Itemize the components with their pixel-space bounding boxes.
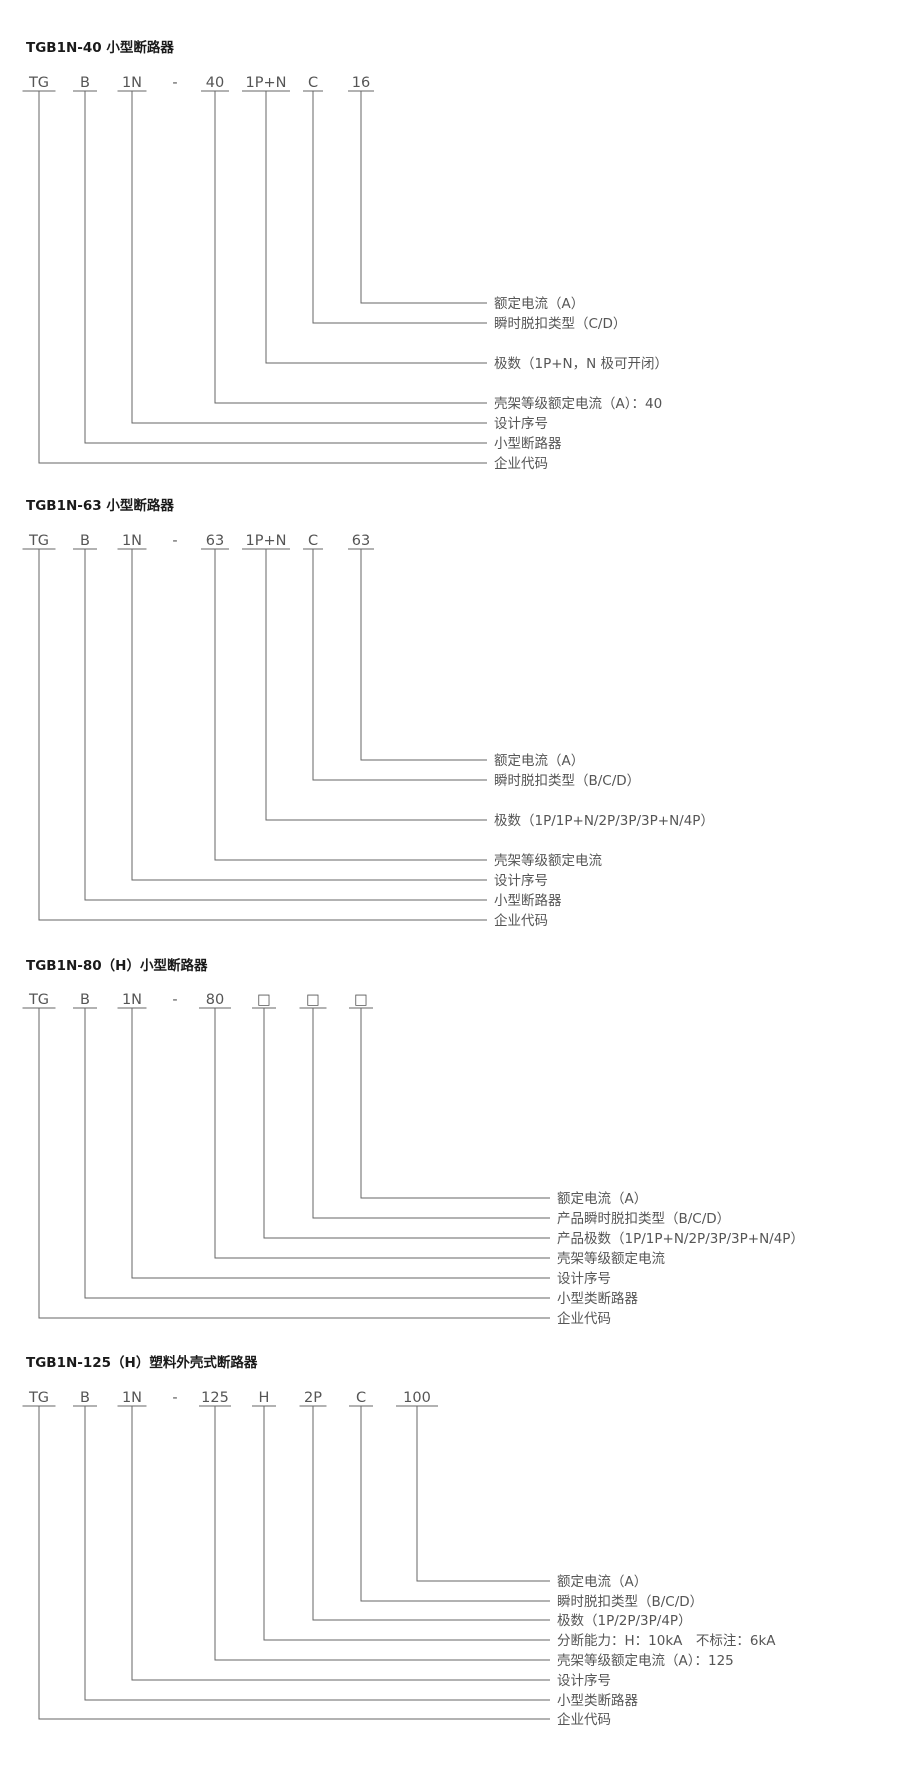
code-label: 小型类断路器 — [557, 1693, 638, 1709]
code-segment: 1N — [122, 533, 142, 549]
code-segment: 1P+N — [246, 75, 287, 91]
code-segment: □ — [354, 992, 368, 1008]
leader-line — [131, 549, 487, 881]
code-label: 壳架等级额定电流（A）：125 — [557, 1652, 734, 1669]
leader-line — [312, 549, 487, 781]
leader-line — [360, 1406, 550, 1602]
code-label: 额定电流（A） — [557, 1191, 647, 1207]
leader-line — [312, 1406, 550, 1621]
code-segment: 80 — [206, 992, 224, 1008]
code-label: 小型断路器 — [494, 893, 562, 909]
code-label: 企业代码 — [557, 1310, 611, 1327]
leader-line — [214, 1406, 550, 1661]
code-segment: 63 — [206, 533, 224, 549]
section-title: TGB1N-80（H）小型断路器 — [26, 957, 208, 974]
section-title: TGB1N-40 小型断路器 — [26, 39, 174, 56]
code-label: 产品极数（1P/1P+N/2P/3P/3P+N/4P） — [557, 1231, 804, 1247]
code-label: 极数（1P/2P/3P/4P） — [557, 1613, 692, 1629]
leader-line — [263, 1008, 550, 1239]
code-label: 额定电流（A） — [494, 753, 584, 769]
code-segment: 2P — [304, 1390, 322, 1406]
leader-line — [84, 549, 487, 901]
leader-line — [38, 91, 487, 464]
code-segment: B — [80, 75, 90, 91]
leader-line — [265, 91, 487, 364]
code-segment: 1N — [122, 992, 142, 1008]
leader-line — [265, 549, 487, 821]
leader-line — [131, 1008, 550, 1279]
code-segment: B — [80, 1390, 90, 1406]
code-segment: TG — [28, 75, 49, 91]
code-segment: □ — [306, 992, 320, 1008]
code-segment: - — [172, 533, 177, 549]
code-segment: □ — [257, 992, 271, 1008]
leader-line — [360, 1008, 550, 1199]
leader-line — [214, 1008, 550, 1259]
code-segment: TG — [28, 533, 49, 549]
code-label: 设计序号 — [494, 416, 548, 432]
code-segment: 125 — [201, 1390, 229, 1406]
section-title: TGB1N-125（H）塑料外壳式断路器 — [26, 1354, 258, 1371]
leader-line — [360, 91, 487, 304]
code-label: 额定电流（A） — [494, 296, 584, 312]
leader-line — [38, 549, 487, 921]
code-segment: 1P+N — [246, 533, 287, 549]
code-label: 壳架等级额定电流 — [557, 1250, 665, 1267]
code-segment: 63 — [352, 533, 370, 549]
leader-line — [84, 91, 487, 444]
code-segment: - — [172, 992, 177, 1008]
code-label: 极数（1P+N，N 极可开闭） — [494, 356, 668, 372]
code-label: 小型断路器 — [494, 436, 562, 452]
leader-line — [312, 91, 487, 324]
code-label: 瞬时脱扣类型（B/C/D） — [557, 1594, 703, 1610]
code-label: 瞬时脱扣类型（C/D） — [494, 316, 626, 332]
code-label: 设计序号 — [557, 1271, 611, 1287]
leader-line — [214, 549, 487, 861]
code-segment: 100 — [403, 1390, 431, 1406]
leader-line — [131, 1406, 550, 1681]
leader-line — [312, 1008, 550, 1219]
code-segment: B — [80, 992, 90, 1008]
code-label: 壳架等级额定电流 — [494, 852, 602, 869]
code-label: 设计序号 — [494, 873, 548, 889]
leader-line — [131, 91, 487, 424]
code-label: 企业代码 — [557, 1711, 611, 1728]
code-segment: C — [308, 533, 318, 549]
code-segment: - — [172, 1390, 177, 1406]
code-label: 企业代码 — [494, 455, 548, 472]
code-segment: B — [80, 533, 90, 549]
leader-line — [360, 549, 487, 761]
code-label: 企业代码 — [494, 912, 548, 929]
code-segment: - — [172, 75, 177, 91]
leader-line — [84, 1008, 550, 1299]
leader-line — [38, 1406, 550, 1720]
code-label: 瞬时脱扣类型（B/C/D） — [494, 773, 640, 789]
code-label: 额定电流（A） — [557, 1574, 647, 1590]
leader-line — [38, 1008, 550, 1319]
leader-line — [263, 1406, 550, 1641]
code-label: 产品瞬时脱扣类型（B/C/D） — [557, 1211, 730, 1227]
code-label: 壳架等级额定电流（A）：40 — [494, 395, 662, 412]
code-segment: TG — [28, 992, 49, 1008]
section-title: TGB1N-63 小型断路器 — [26, 497, 174, 514]
code-label: 小型类断路器 — [557, 1291, 638, 1307]
code-segment: 16 — [352, 75, 370, 91]
leader-line — [416, 1406, 550, 1582]
leader-line — [214, 91, 487, 404]
code-label: 极数（1P/1P+N/2P/3P/3P+N/4P） — [494, 813, 714, 829]
leader-line — [84, 1406, 550, 1701]
code-segment: 1N — [122, 1390, 142, 1406]
code-label: 分断能力：H：10kA 不标注：6kA — [557, 1633, 776, 1649]
code-segment: 40 — [206, 75, 224, 91]
code-segment: 1N — [122, 75, 142, 91]
code-label: 设计序号 — [557, 1673, 611, 1689]
code-segment: H — [259, 1390, 270, 1406]
code-segment: TG — [28, 1390, 49, 1406]
code-segment: C — [356, 1390, 366, 1406]
code-segment: C — [308, 75, 318, 91]
